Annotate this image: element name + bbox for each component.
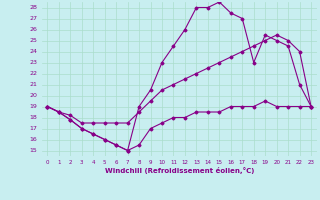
X-axis label: Windchill (Refroidissement éolien,°C): Windchill (Refroidissement éolien,°C) (105, 167, 254, 174)
